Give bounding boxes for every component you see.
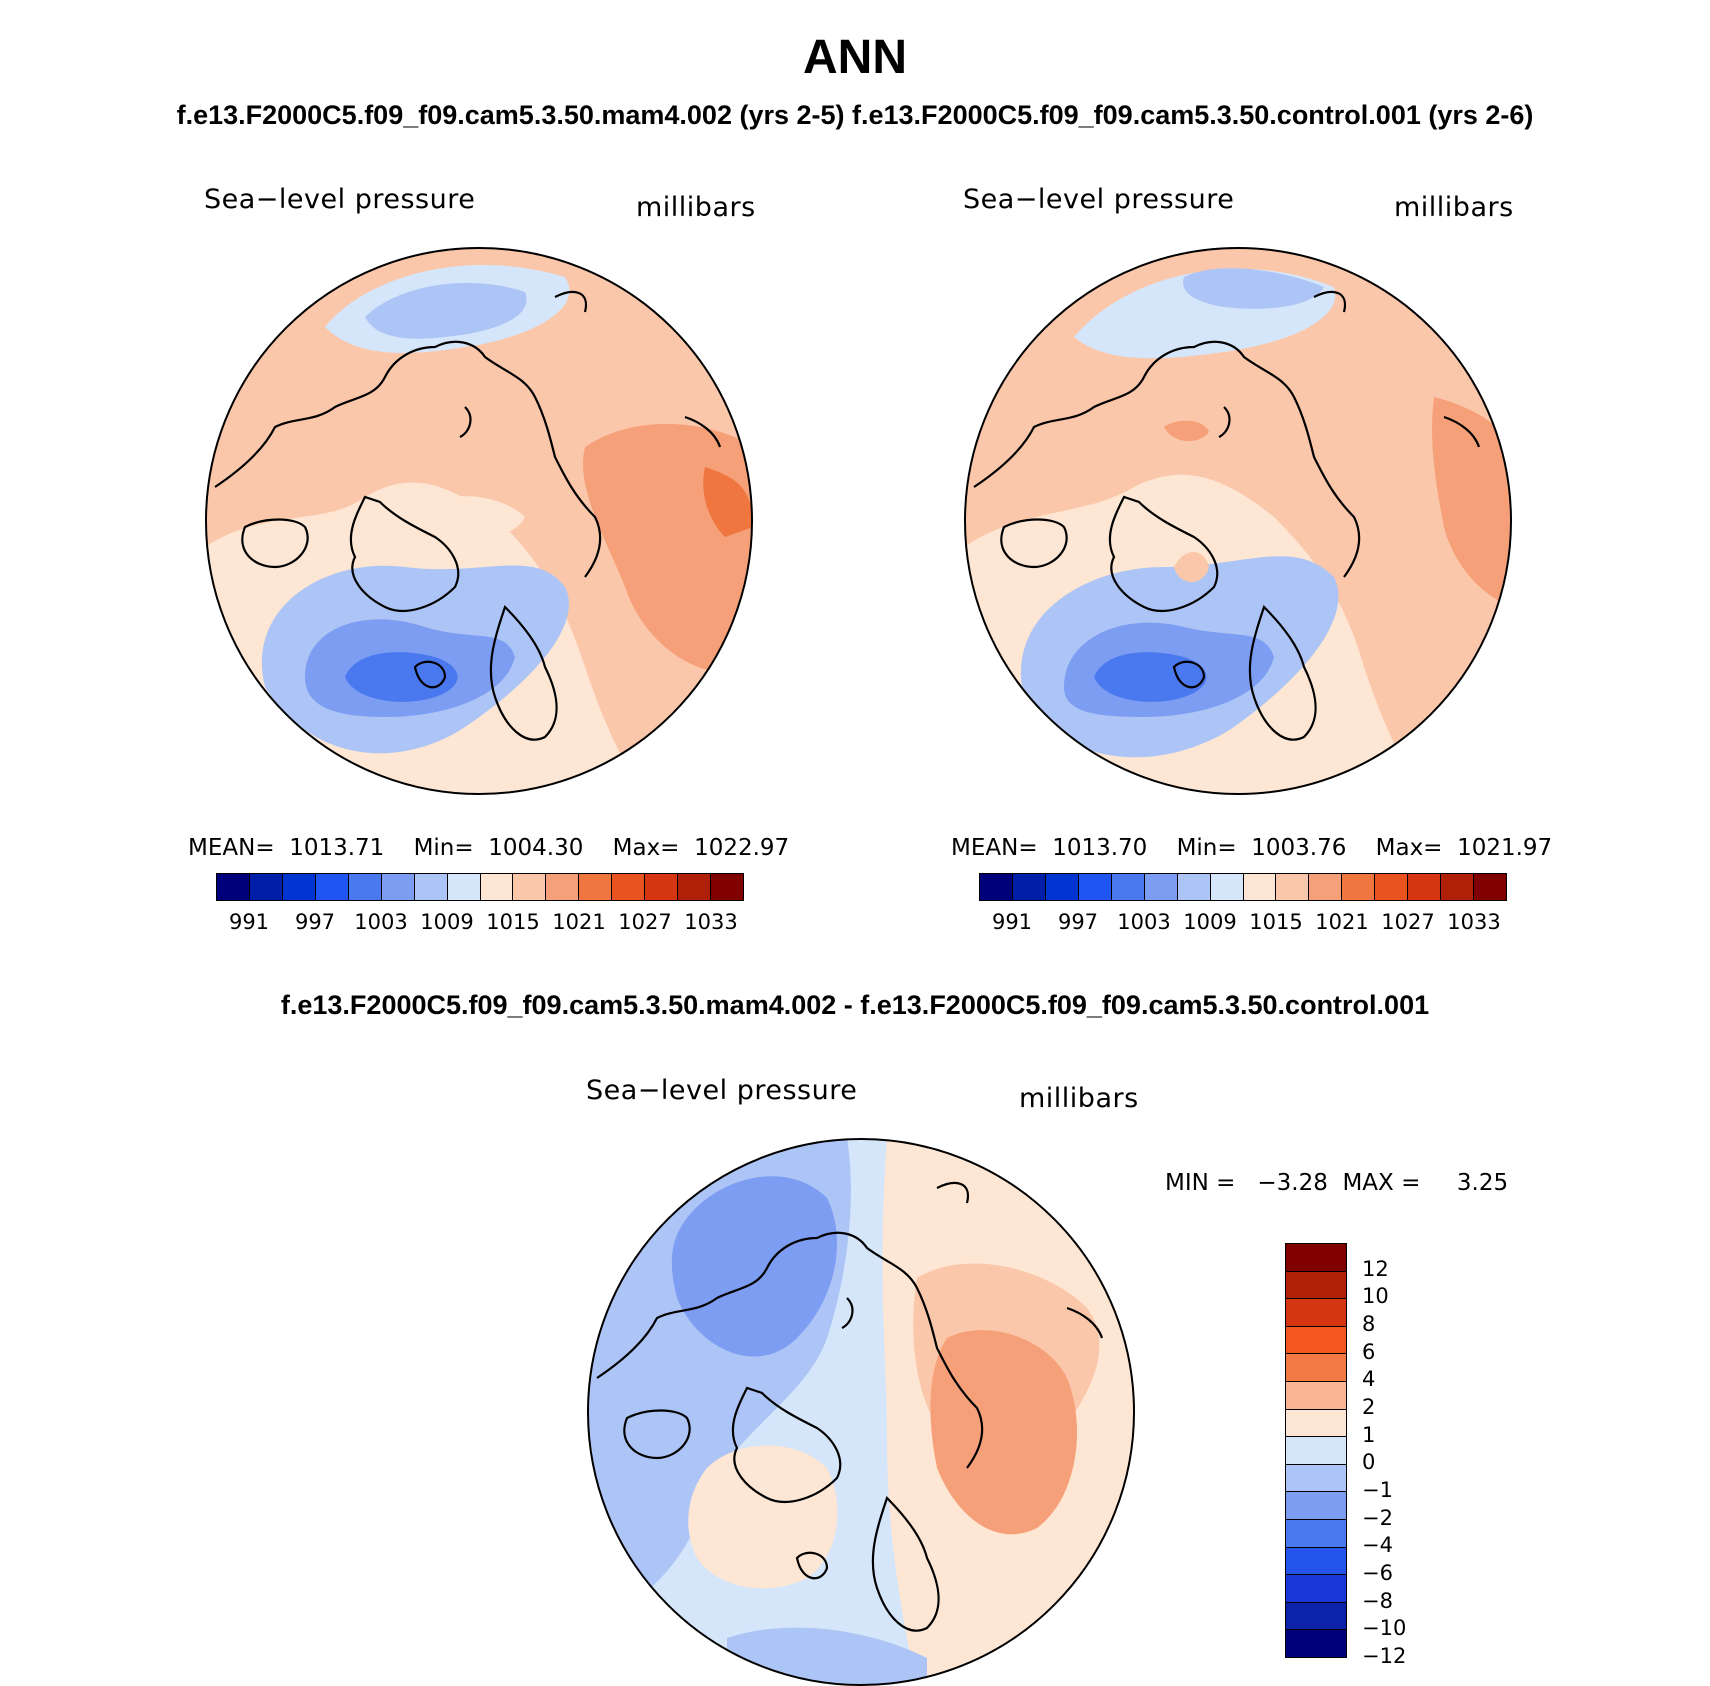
left-colorbar-label: 1027 — [618, 910, 672, 934]
diff-colorbar-swatch — [1286, 1519, 1346, 1548]
left-colorbar-swatch — [579, 874, 613, 900]
diff-colorbar-swatch — [1286, 1575, 1346, 1603]
right-colorbar-swatch — [1375, 874, 1409, 900]
diff-colorbar-swatch — [1286, 1630, 1346, 1657]
diff-colorbar-label: −10 — [1362, 1616, 1407, 1641]
right-stats: MEAN= 1013.70 Min= 1003.76 Max= 1021.97 — [951, 835, 1553, 861]
diff-units-label: millibars — [1019, 1083, 1139, 1114]
diff-colorbar-label: 8 — [1362, 1312, 1376, 1336]
right-colorbar-swatch — [1243, 874, 1277, 900]
left-colorbar-swatch — [414, 874, 448, 900]
left-colorbar-swatch — [381, 874, 415, 900]
right-colorbar-swatch — [1111, 874, 1145, 900]
diff-colorbar-swatch — [1286, 1492, 1346, 1520]
diff-colorbar-label: 0 — [1362, 1450, 1376, 1475]
diff-colorbar-labels: 12 10 8 6 4 2 1 0 −1 −2 −4 −6 −8 −10 −12 — [1362, 1243, 1442, 1668]
diff-colorbar-label: −2 — [1362, 1505, 1393, 1530]
right-colorbar-label: 1021 — [1315, 910, 1369, 934]
left-stats: MEAN= 1013.71 Min= 1004.30 Max= 1022.97 — [188, 835, 790, 861]
left-colorbar-swatch — [513, 874, 547, 900]
left-colorbar-label: 1009 — [420, 910, 474, 934]
right-variable-label: Sea−level pressure — [963, 184, 1235, 215]
diff-colorbar-swatch — [1286, 1602, 1346, 1631]
diff-colorbar-swatch — [1286, 1271, 1346, 1300]
diff-colorbar-label: −4 — [1362, 1533, 1393, 1558]
left-colorbar-swatch — [678, 874, 712, 900]
left-colorbar-label: 997 — [294, 910, 336, 934]
right-colorbar-swatch — [1177, 874, 1211, 900]
figure-title: ANN — [803, 31, 907, 84]
right-colorbar-label: 1015 — [1249, 910, 1303, 934]
diff-colorbar — [1285, 1243, 1347, 1658]
right-colorbar — [979, 873, 1507, 901]
diff-colorbar-swatch — [1286, 1299, 1346, 1327]
right-colorbar-swatch — [1441, 874, 1475, 900]
left-colorbar-swatch — [447, 874, 481, 900]
right-polar-map — [964, 247, 1512, 795]
diff-colorbar-swatch — [1286, 1354, 1346, 1382]
left-colorbar-label: 991 — [228, 910, 270, 934]
right-colorbar-swatch — [1045, 874, 1079, 900]
difference-title: f.e13.F2000C5.f09_f09.cam5.3.50.mam4.002… — [280, 990, 1430, 1020]
diff-colorbar-label: −1 — [1362, 1478, 1393, 1502]
right-units-label: millibars — [1394, 192, 1514, 223]
right-colorbar-swatch — [980, 874, 1013, 900]
left-colorbar-swatch — [315, 874, 349, 900]
right-colorbar-labels: 991 997 1003 1009 1015 1021 1027 1033 — [979, 910, 1507, 940]
left-colorbar-swatch — [282, 874, 316, 900]
left-colorbar-swatch — [217, 874, 250, 900]
right-colorbar-label: 1009 — [1183, 910, 1237, 934]
diff-colorbar-swatch — [1286, 1464, 1346, 1493]
right-colorbar-swatch — [1210, 874, 1244, 900]
diff-colorbar-swatch — [1286, 1547, 1346, 1576]
right-colorbar-swatch — [1276, 874, 1310, 900]
diff-colorbar-swatch — [1286, 1437, 1346, 1465]
right-colorbar-label: 1027 — [1381, 910, 1435, 934]
diff-colorbar-swatch — [1286, 1381, 1346, 1410]
diff-colorbar-swatch — [1286, 1409, 1346, 1438]
left-colorbar-label: 1033 — [684, 910, 738, 934]
left-units-label: millibars — [636, 192, 756, 223]
left-colorbar-label: 1003 — [354, 910, 408, 934]
diff-colorbar-label: −6 — [1362, 1561, 1393, 1585]
difference-polar-map — [587, 1138, 1135, 1686]
left-colorbar-label: 1015 — [486, 910, 540, 934]
right-colorbar-label: 1003 — [1117, 910, 1171, 934]
right-colorbar-swatch — [1408, 874, 1442, 900]
right-colorbar-swatch — [1144, 874, 1178, 900]
left-polar-map — [205, 247, 753, 795]
right-colorbar-label: 997 — [1057, 910, 1099, 934]
right-colorbar-label: 1033 — [1447, 910, 1501, 934]
diff-colorbar-swatch — [1286, 1326, 1346, 1355]
right-colorbar-label: 991 — [991, 910, 1033, 934]
diff-colorbar-label: 10 — [1362, 1284, 1389, 1309]
diff-variable-label: Sea−level pressure — [586, 1075, 858, 1106]
right-colorbar-swatch — [1342, 874, 1376, 900]
diff-colorbar-label: 4 — [1362, 1367, 1376, 1392]
left-variable-label: Sea−level pressure — [204, 184, 476, 215]
left-colorbar-swatch — [645, 874, 679, 900]
left-colorbar — [216, 873, 744, 901]
left-colorbar-swatch — [711, 874, 743, 900]
diff-colorbar-label: 6 — [1362, 1339, 1376, 1364]
figure-subtitle: f.e13.F2000C5.f09_f09.cam5.3.50.mam4.002… — [176, 100, 1534, 130]
left-colorbar-swatch — [612, 874, 646, 900]
left-colorbar-swatch — [348, 874, 382, 900]
diff-min-max: MIN = −3.28 MAX = 3.25 — [1165, 1170, 1509, 1196]
diff-colorbar-label: −12 — [1362, 1644, 1407, 1668]
diff-colorbar-label: 2 — [1362, 1395, 1376, 1419]
right-colorbar-swatch — [1309, 874, 1343, 900]
left-colorbar-label: 1021 — [552, 910, 606, 934]
right-colorbar-swatch — [1012, 874, 1046, 900]
diff-colorbar-label: −8 — [1362, 1588, 1393, 1613]
left-colorbar-swatch — [480, 874, 514, 900]
right-colorbar-swatch — [1078, 874, 1112, 900]
diff-colorbar-label: 12 — [1362, 1256, 1389, 1281]
left-colorbar-swatch — [249, 874, 283, 900]
diff-colorbar-swatch — [1286, 1244, 1346, 1272]
left-colorbar-swatch — [546, 874, 580, 900]
diff-colorbar-label: 1 — [1362, 1422, 1376, 1447]
right-colorbar-swatch — [1474, 874, 1506, 900]
left-colorbar-labels: 991 997 1003 1009 1015 1021 1027 1033 — [216, 910, 744, 940]
